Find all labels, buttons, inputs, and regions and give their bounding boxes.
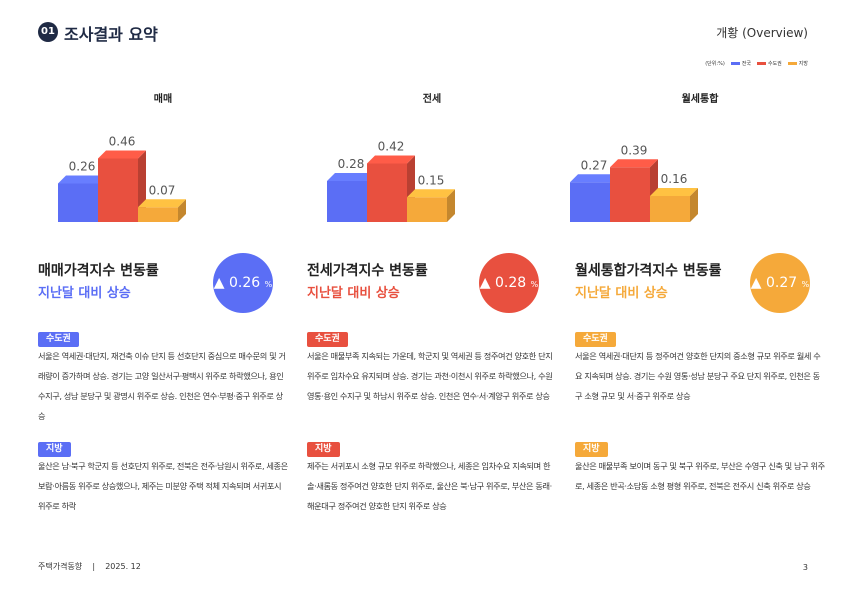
region-tag: 수도권 xyxy=(575,332,616,347)
bar-front xyxy=(327,181,367,222)
change-badge: ▲ 0.28 % xyxy=(479,253,539,313)
region-tag: 수도권 xyxy=(38,332,79,347)
bar-top xyxy=(327,173,375,181)
bar-front xyxy=(650,196,690,222)
bar-top xyxy=(570,174,618,183)
bar-front xyxy=(58,183,98,222)
data-label: 0.15 xyxy=(418,173,445,187)
data-label: 0.46 xyxy=(109,135,136,149)
data-label: 0.28 xyxy=(338,157,365,171)
bar-top xyxy=(138,199,186,208)
region-description: 울산은 매물부족 보이며 동구 및 북구 위주로, 부산은 수영구 신축 및 남… xyxy=(575,461,825,491)
region-description: 울산은 남·북구 학군지 등 선호단지 위주로, 전북은 전주·남원시 위주로,… xyxy=(38,461,288,511)
bar-top xyxy=(650,188,698,196)
bar: 0.16 xyxy=(650,172,698,222)
section-number: 01 xyxy=(38,22,58,42)
bar-front xyxy=(610,167,650,222)
region-description: 서울은 역세권·대단지 등 정주여건 양호한 단지의 중소형 규모 위주로 월세… xyxy=(575,351,821,401)
index-subheading: 지난달 대비 상승 xyxy=(307,286,400,301)
region-description: 제주는 서귀포시 소형 규모 위주로 하락했으나, 세종은 임차수요 지속되며 … xyxy=(307,461,552,511)
index-heading: 전세가격지수 변동률 xyxy=(307,263,428,279)
change-badge: ▲ 0.26 % xyxy=(213,253,273,313)
region-tag: 지방 xyxy=(38,442,71,457)
footer: 주택가격동향 | 2025. 12 xyxy=(38,562,141,571)
bar-chart: 0.28 0.42 0.15 xyxy=(327,140,455,222)
bar-top xyxy=(98,150,146,159)
region-description: 서울은 매물부족 지속되는 가운데, 학군지 및 역세권 등 정주여건 양호한 … xyxy=(307,351,553,401)
bar-top xyxy=(407,189,455,198)
bar-top xyxy=(58,175,106,184)
legend-item: 지방 xyxy=(787,60,808,67)
bar: 0.15 xyxy=(407,173,455,222)
chart-title: 매매 xyxy=(153,94,173,105)
bar-chart: 0.27 0.39 0.16 xyxy=(570,143,698,222)
bar-side xyxy=(178,199,186,222)
legend-item: 전국 xyxy=(730,60,751,67)
bar-chart: 0.26 0.46 0.07 xyxy=(58,135,186,222)
bar-front xyxy=(98,158,138,222)
bar-front xyxy=(367,163,407,222)
page-title: 조사결과 요약 xyxy=(64,25,158,44)
data-label: 0.07 xyxy=(149,183,176,197)
data-label: 0.27 xyxy=(581,158,608,172)
bar-top xyxy=(610,159,658,168)
change-badge: ▲ 0.27 % xyxy=(750,253,810,313)
bar-side xyxy=(690,188,698,222)
index-heading: 월세통합가격지수 변동률 xyxy=(575,263,722,279)
bar: 0.07 xyxy=(138,183,186,222)
index-subheading: 지난달 대비 상승 xyxy=(38,286,131,301)
index-heading: 매매가격지수 변동률 xyxy=(38,263,159,279)
bar-front xyxy=(407,197,447,222)
section-label: 개황 (Overview) xyxy=(716,26,808,40)
region-tag: 지방 xyxy=(575,442,608,457)
legend-item: 수도권 xyxy=(756,60,782,67)
region-tag: 지방 xyxy=(307,442,340,457)
data-label: 0.42 xyxy=(378,140,405,154)
bar-front xyxy=(570,182,610,222)
page-number: 3 xyxy=(802,563,808,572)
legend: (단위:%) 전국 수도권 지방 xyxy=(705,60,808,67)
data-label: 0.39 xyxy=(621,143,648,157)
data-label: 0.26 xyxy=(69,160,96,174)
bar-front xyxy=(138,207,178,222)
region-description: 서울은 역세권·대단지, 재건축 이슈 단지 등 선호단지 중심으로 매수문의 … xyxy=(38,351,286,421)
data-label: 0.16 xyxy=(661,172,688,186)
bar-side xyxy=(447,189,455,222)
chart-title: 월세통합 xyxy=(681,94,719,105)
chart-title: 전세 xyxy=(422,94,442,105)
index-subheading: 지난달 대비 상승 xyxy=(575,286,668,301)
legend-unit: (단위:%) xyxy=(705,61,725,67)
region-tag: 수도권 xyxy=(307,332,348,347)
bar-top xyxy=(367,155,415,164)
